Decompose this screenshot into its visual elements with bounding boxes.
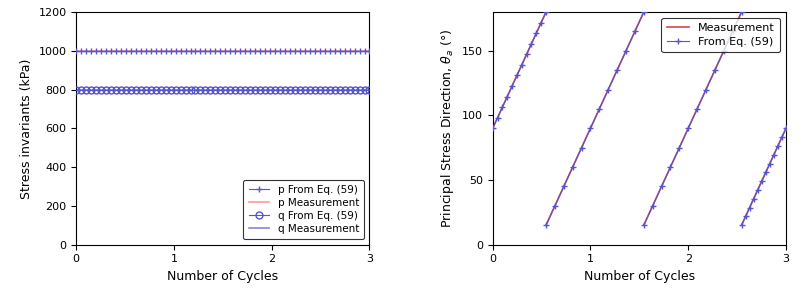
Line: From Eq. (59): From Eq. (59) (489, 9, 789, 229)
p From Eq. (59) (365, 49, 375, 53)
From Eq. (59) (594, 107, 604, 111)
Measurement (758, 176, 768, 180)
Measurement (646, 208, 655, 212)
q From Eq. (59) (156, 88, 165, 92)
Measurement (488, 127, 497, 130)
Measurement (514, 70, 524, 74)
p From Eq. (59) (156, 49, 165, 53)
p Measurement (255, 49, 265, 53)
q Measurement (255, 88, 265, 92)
p From Eq. (59) (121, 49, 131, 53)
X-axis label: Number of Cycles: Number of Cycles (584, 270, 695, 283)
q From Eq. (59) (146, 88, 156, 92)
Y-axis label: Stress invariants (kPa): Stress invariants (kPa) (20, 58, 33, 198)
p From Eq. (59) (255, 49, 265, 53)
Y-axis label: Principal Stress Direction, $\theta_a$ ($\degree$): Principal Stress Direction, $\theta_a$ (… (439, 29, 456, 228)
q From Eq. (59) (121, 88, 131, 92)
Measurement (489, 124, 499, 128)
q From Eq. (59) (71, 88, 81, 92)
From Eq. (59) (488, 127, 497, 130)
p Measurement (171, 49, 180, 53)
p Measurement (156, 49, 165, 53)
q Measurement (121, 88, 131, 92)
q Measurement (171, 88, 180, 92)
p From Eq. (59) (171, 49, 180, 53)
Legend: p From Eq. (59), p Measurement, q From Eq. (59), q Measurement: p From Eq. (59), p Measurement, q From E… (243, 180, 364, 239)
From Eq. (59) (773, 144, 783, 148)
p From Eq. (59) (146, 49, 156, 53)
Measurement (512, 74, 522, 77)
Measurement (703, 83, 713, 87)
q Measurement (166, 88, 176, 92)
q From Eq. (59) (171, 88, 180, 92)
q Measurement (146, 88, 156, 92)
p Measurement (365, 49, 375, 53)
p Measurement (166, 49, 176, 53)
q From Eq. (59) (365, 88, 375, 92)
q Measurement (365, 88, 375, 92)
q From Eq. (59) (166, 88, 176, 92)
From Eq. (59) (692, 107, 702, 111)
Legend: Measurement, From Eq. (59): Measurement, From Eq. (59) (662, 18, 780, 52)
From Eq. (59) (710, 69, 719, 72)
X-axis label: Number of Cycles: Number of Cycles (168, 270, 278, 283)
From Eq. (59) (507, 84, 516, 88)
Line: p From Eq. (59): p From Eq. (59) (73, 47, 373, 54)
p From Eq. (59) (71, 49, 81, 53)
Line: q From Eq. (59): q From Eq. (59) (73, 86, 373, 93)
q Measurement (71, 88, 81, 92)
p Measurement (146, 49, 156, 53)
Line: Measurement: Measurement (492, 12, 786, 225)
q Measurement (156, 88, 165, 92)
q From Eq. (59) (255, 88, 265, 92)
p Measurement (71, 49, 81, 53)
p Measurement (121, 49, 131, 53)
p From Eq. (59) (166, 49, 176, 53)
